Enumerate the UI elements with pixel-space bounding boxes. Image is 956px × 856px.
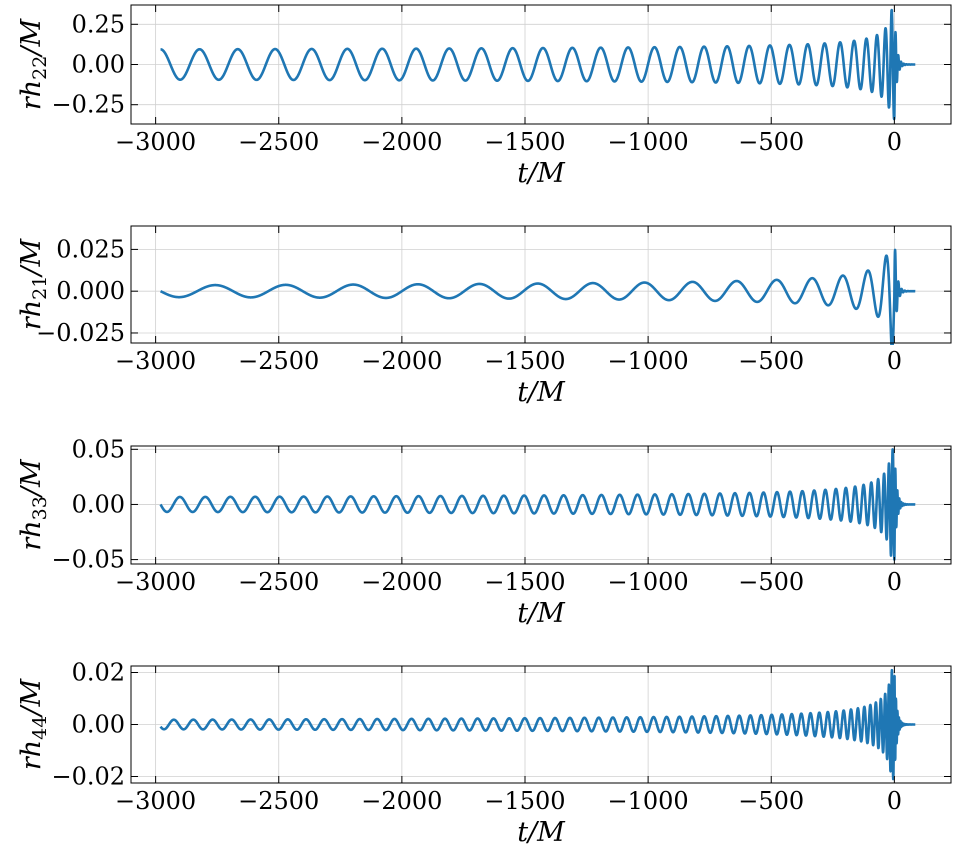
x-tick-label: 0 bbox=[887, 347, 902, 375]
x-tick-label: 0 bbox=[887, 787, 902, 815]
y-label-base: rh bbox=[16, 520, 47, 550]
x-tick-label: −3000 bbox=[115, 128, 196, 156]
x-tick-label: −2500 bbox=[238, 568, 319, 596]
y-axis-label: rh21/M bbox=[16, 238, 51, 331]
y-label-subscript: 22 bbox=[29, 56, 51, 80]
series-line-1 bbox=[159, 248, 917, 345]
series-line-1 bbox=[159, 668, 917, 781]
panel-3: −3000 −2500 −2000 −1500 −1000 −500 0 −0.05 0.00 0… bbox=[16, 435, 952, 629]
y-label-tail: /M bbox=[16, 18, 47, 59]
x-tick-label: −2000 bbox=[361, 347, 442, 375]
x-tick-label: 0 bbox=[887, 568, 902, 596]
y-tick-label: 0.00 bbox=[72, 490, 125, 518]
y-label-tail: /M bbox=[16, 678, 47, 719]
panel-2: −3000 −2500 −2000 −1500 −1000 −500 0 −0.025 0.00… bbox=[16, 225, 952, 408]
x-tick-label: −500 bbox=[738, 568, 804, 596]
x-tick-label: −500 bbox=[738, 347, 804, 375]
axes-frame bbox=[130, 4, 952, 125]
x-tick-label: −500 bbox=[738, 128, 804, 156]
x-tick-label: −2500 bbox=[238, 128, 319, 156]
y-tick-label: 0.00 bbox=[72, 711, 125, 739]
y-tick-label: 0.02 bbox=[72, 659, 125, 687]
series-line-1 bbox=[159, 448, 917, 561]
x-tick-label: −2000 bbox=[361, 568, 442, 596]
x-tick-label: −2000 bbox=[361, 787, 442, 815]
y-tick-label: −0.02 bbox=[51, 763, 125, 791]
y-label-tail: /M bbox=[16, 238, 47, 279]
x-tick-label: −1000 bbox=[608, 128, 689, 156]
x-tick-label: 0 bbox=[887, 128, 902, 156]
y-tick-label: 0.025 bbox=[56, 235, 125, 263]
y-tick-label: −0.05 bbox=[51, 546, 125, 574]
x-tick-label: −2500 bbox=[238, 787, 319, 815]
y-label-base: rh bbox=[16, 300, 47, 330]
y-label-base: rh bbox=[16, 80, 47, 110]
x-tick-label: −3000 bbox=[115, 347, 196, 375]
x-axis-label: t/M bbox=[517, 817, 566, 848]
panel-1: −3000 −2500 −2000 −1500 −1000 −500 0 −0.25 0.00 0… bbox=[16, 4, 952, 189]
x-tick-label: −3000 bbox=[115, 568, 196, 596]
axes-frame bbox=[130, 665, 952, 784]
x-tick-label: −2000 bbox=[361, 128, 442, 156]
y-axis-label: rh33/M bbox=[16, 458, 51, 551]
y-tick-label: 0.00 bbox=[72, 51, 125, 79]
x-axis-label: t/M bbox=[517, 158, 566, 189]
y-axis-label: rh22/M bbox=[16, 18, 51, 111]
x-tick-label: −1000 bbox=[608, 787, 689, 815]
x-tick-label: −500 bbox=[738, 787, 804, 815]
y-tick-label: 0.05 bbox=[72, 435, 125, 463]
x-tick-label: −1000 bbox=[608, 347, 689, 375]
y-tick-label: 0.25 bbox=[72, 10, 125, 38]
series-line-1 bbox=[159, 8, 917, 121]
y-axis-label: rh44/M bbox=[16, 678, 51, 771]
x-tick-label: −1500 bbox=[484, 128, 565, 156]
x-tick-label: −3000 bbox=[115, 787, 196, 815]
x-tick-label: −1500 bbox=[484, 568, 565, 596]
y-label-subscript: 21 bbox=[29, 276, 51, 300]
panel-4: −3000 −2500 −2000 −1500 −1000 −500 0 −0.02 0.00 0… bbox=[16, 659, 952, 848]
x-tick-label: −2500 bbox=[238, 347, 319, 375]
y-label-tail: /M bbox=[16, 458, 47, 499]
x-tick-label: −1500 bbox=[484, 787, 565, 815]
x-tick-label: −1500 bbox=[484, 347, 565, 375]
y-tick-label: 0.000 bbox=[56, 277, 125, 305]
y-tick-label: −0.25 bbox=[51, 91, 125, 119]
y-tick-label: −0.025 bbox=[36, 319, 125, 347]
y-label-subscript: 44 bbox=[29, 716, 51, 740]
x-tick-label: −1000 bbox=[608, 568, 689, 596]
axes-frame bbox=[130, 225, 952, 344]
y-label-base: rh bbox=[16, 740, 47, 770]
x-axis-label: t/M bbox=[517, 377, 566, 408]
y-label-subscript: 33 bbox=[29, 496, 51, 520]
x-axis-label: t/M bbox=[517, 598, 566, 629]
axes-frame bbox=[130, 445, 952, 565]
